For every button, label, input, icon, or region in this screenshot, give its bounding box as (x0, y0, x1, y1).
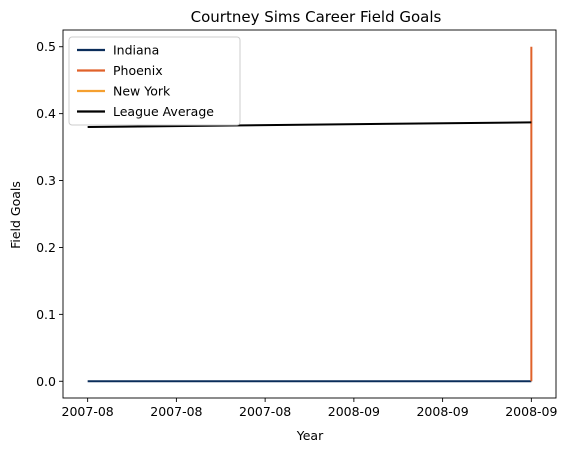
x-tick-label: 2007-08 (150, 404, 202, 419)
legend-label-phoenix: Phoenix (113, 63, 163, 78)
x-axis-label: Year (296, 428, 324, 443)
y-tick-label: 0.1 (36, 307, 56, 322)
x-tick-label: 2007-08 (62, 404, 114, 419)
legend-label-league-average: League Average (113, 104, 214, 119)
chart-title: Courtney Sims Career Field Goals (191, 8, 442, 26)
axes-layer: 2007-08 2007-08 2007-08 2008-09 2008-09 2008-… (36, 29, 558, 419)
x-tick-label: 2008-09 (416, 404, 468, 419)
axes-frame (62, 29, 557, 399)
series-layer (87, 46, 533, 383)
legend: Indiana Phoenix New York League Average (68, 36, 241, 126)
y-tick-label: 0.5 (36, 39, 56, 54)
y-tick-label: 0.4 (36, 106, 56, 121)
series-line-league-average (87, 121, 532, 129)
legend-box (68, 36, 241, 126)
y-tick-label: 0.3 (36, 173, 56, 188)
y-tick-label: 0.2 (36, 240, 56, 255)
legend-label-indiana: Indiana (113, 43, 159, 58)
y-tick-label: 0.0 (36, 374, 56, 389)
x-tick-label: 2007-08 (239, 404, 291, 419)
y-axis-label: Field Goals (8, 181, 23, 249)
legend-label-new-york: New York (113, 84, 171, 99)
x-tick-label: 2008-09 (505, 404, 557, 419)
x-tick-label: 2008-09 (328, 404, 380, 419)
